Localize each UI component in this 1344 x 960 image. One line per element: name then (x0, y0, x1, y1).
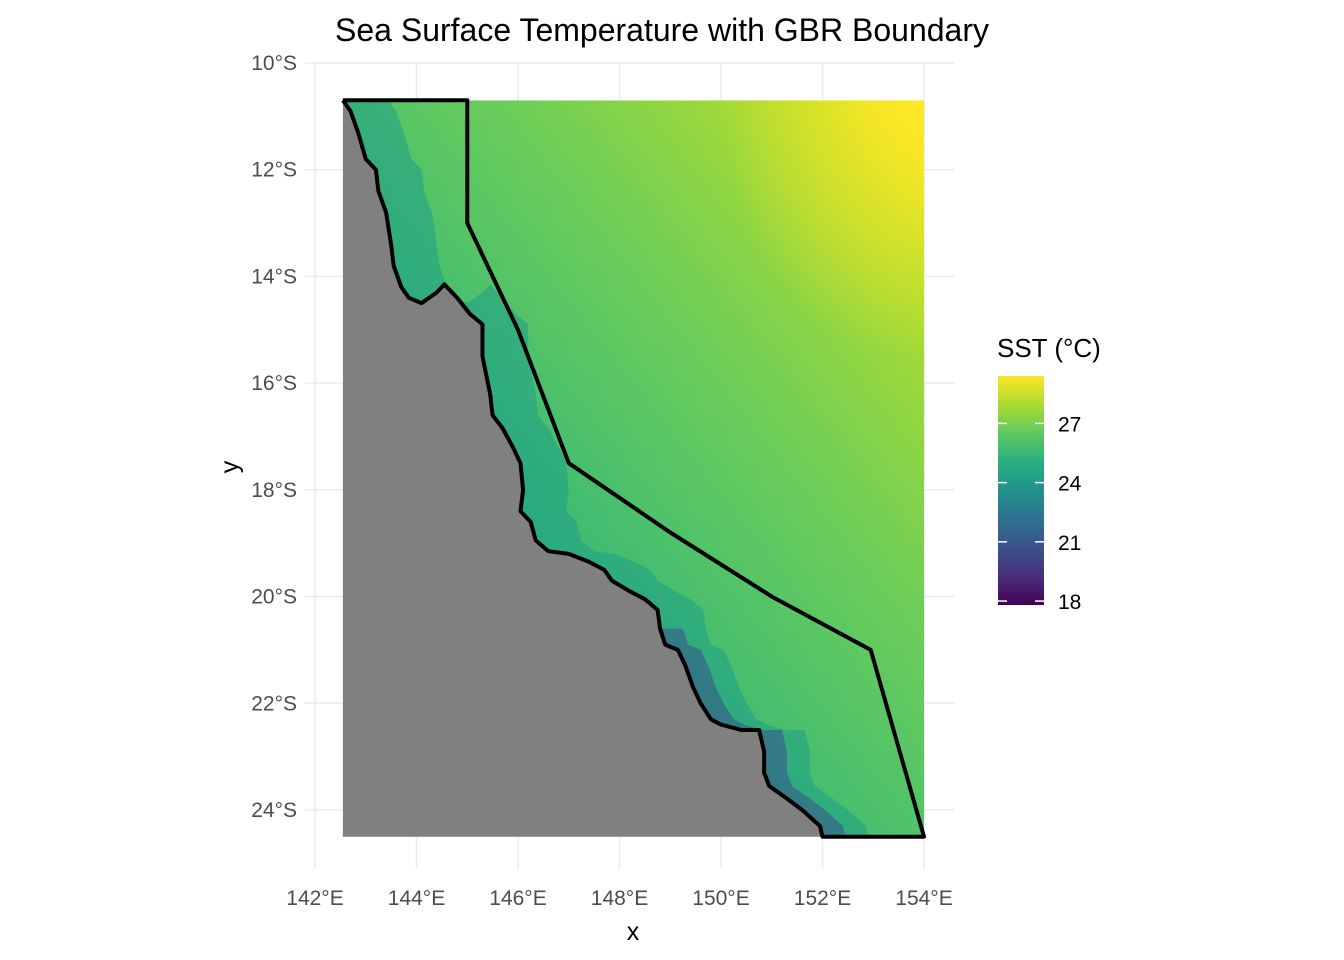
x-tick-label: 146°E (489, 887, 546, 910)
coastal-shelf-band (342, 100, 869, 837)
x-axis-title: x (627, 918, 640, 946)
legend-ticks: 18 21 24 27 (998, 413, 1082, 614)
y-tick-label: 22°S (251, 692, 297, 715)
legend-tick-label: 21 (1058, 532, 1081, 555)
legend-colorbar (998, 376, 1044, 605)
y-tick-label: 14°S (251, 265, 297, 288)
legend: SST (°C) 18 21 24 27 (997, 333, 1101, 614)
y-tick-label: 12°S (251, 159, 297, 182)
y-tick-label: 20°S (251, 586, 297, 609)
x-tick-label: 142°E (286, 887, 343, 910)
southern-cool-band (660, 628, 846, 837)
y-axis-title: y (216, 460, 244, 473)
legend-tick-label: 24 (1058, 473, 1082, 496)
x-tick-label: 150°E (692, 887, 749, 910)
land-mask (342, 100, 823, 837)
y-tick-label: 18°S (251, 479, 297, 502)
y-tick-label: 24°S (251, 799, 297, 822)
y-axis-ticks: 10°S 12°S 14°S 16°S 18°S 20°S 22°S 24°S (251, 52, 297, 822)
y-tick-label: 16°S (251, 372, 297, 395)
x-tick-label: 148°E (591, 887, 648, 910)
gbr-boundary-line (341, 98, 926, 839)
legend-title: SST (°C) (997, 333, 1101, 363)
x-tick-label: 154°E (895, 887, 952, 910)
x-axis-ticks: 142°E 144°E 146°E 148°E 150°E 152°E 154°E (286, 887, 952, 910)
legend-tick-label: 27 (1058, 413, 1081, 436)
legend-tick-label: 18 (1058, 591, 1081, 614)
x-tick-label: 144°E (388, 887, 445, 910)
y-tick-label: 10°S (251, 52, 297, 75)
x-tick-label: 152°E (794, 887, 851, 910)
chart-title: Sea Surface Temperature with GBR Boundar… (335, 12, 989, 48)
